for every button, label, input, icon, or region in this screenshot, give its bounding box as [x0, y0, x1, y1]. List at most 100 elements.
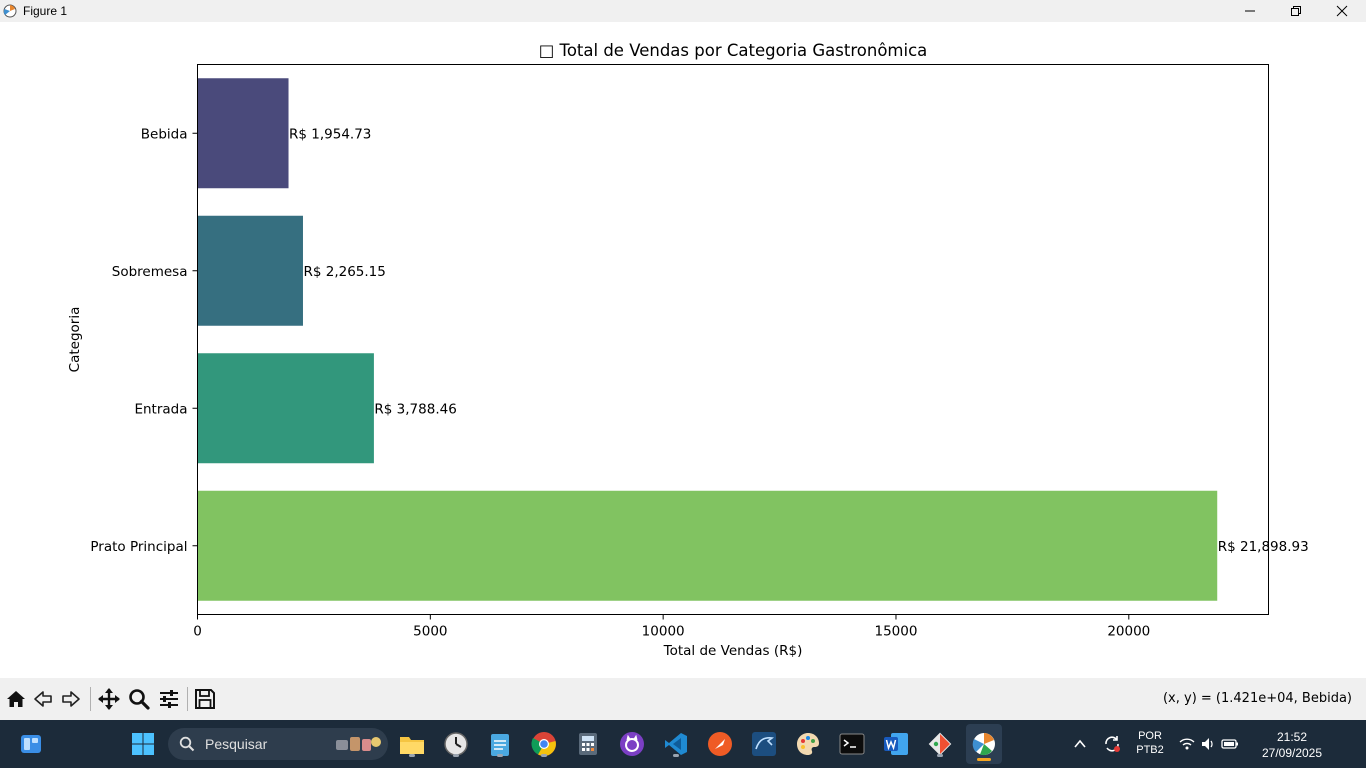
- start-button[interactable]: [127, 728, 159, 760]
- running-indicator: [453, 754, 459, 757]
- taskbar-clock-app[interactable]: [440, 728, 472, 760]
- maximize-button[interactable]: [1273, 0, 1319, 22]
- configure-subplots-button[interactable]: [156, 686, 182, 712]
- paint-palette-icon: [797, 733, 819, 755]
- taskbar: Pesquisar: [0, 720, 1366, 768]
- input-language[interactable]: POR PTB2: [1130, 730, 1170, 756]
- taskbar-postman[interactable]: [704, 728, 736, 760]
- taskbar-word[interactable]: [880, 728, 912, 760]
- active-indicator: [977, 758, 991, 761]
- bar: [197, 490, 1218, 601]
- axes-frame: [197, 64, 1269, 615]
- matplotlib-taskbar-icon: [972, 733, 995, 756]
- vscode-icon: [665, 733, 687, 755]
- pan-button[interactable]: [96, 686, 122, 712]
- close-icon: [1336, 5, 1348, 17]
- sync-icon: [1105, 736, 1120, 752]
- bar: [197, 353, 374, 464]
- x-tick-label: 10000: [642, 624, 685, 640]
- sync-tray-button[interactable]: [1096, 728, 1128, 760]
- bar-value-label: R$ 1,954.73: [289, 126, 371, 142]
- taskbar-terminal[interactable]: [836, 728, 868, 760]
- chrome-icon: [531, 732, 556, 757]
- word-icon: [884, 733, 908, 755]
- back-button[interactable]: [30, 686, 56, 712]
- chart-title: □ Total de Vendas por Categoria Gastronô…: [539, 41, 928, 60]
- running-indicator: [409, 754, 415, 757]
- x-axis-label: Total de Vendas (R$): [663, 643, 803, 659]
- taskbar-chrome[interactable]: [528, 728, 560, 760]
- running-indicator: [937, 754, 943, 757]
- taskbar-python-figure-active[interactable]: [966, 724, 1002, 764]
- windows-logo-icon: [132, 733, 154, 755]
- bar-value-label: R$ 3,788.46: [374, 401, 456, 417]
- taskbar-paint[interactable]: [792, 728, 824, 760]
- minimize-button[interactable]: [1227, 0, 1273, 22]
- mysql-workbench-icon: [752, 732, 776, 756]
- clock-date: 27/09/2025: [1261, 746, 1323, 760]
- chevron-up-icon: [1074, 739, 1086, 748]
- running-indicator: [673, 754, 679, 757]
- terminal-icon: [839, 733, 865, 755]
- taskbar-git-gui[interactable]: [924, 728, 956, 760]
- bar: [197, 78, 289, 189]
- matplotlib-app-icon: [3, 4, 17, 18]
- back-arrow-icon: [34, 691, 52, 707]
- x-tick-label: 15000: [875, 624, 918, 640]
- running-indicator: [497, 754, 503, 757]
- pan-icon: [98, 688, 120, 710]
- network-volume-battery-button[interactable]: [1176, 728, 1242, 760]
- widgets-icon: [21, 735, 41, 753]
- configure-subplots-icon: [160, 690, 178, 708]
- clock-area[interactable]: 21:52 27/09/2025: [1252, 730, 1332, 760]
- navigation-toolbar: (x, y) = (1.421e+04, Bebida): [0, 678, 1366, 720]
- postman-icon: [708, 732, 732, 756]
- widgets-button[interactable]: [15, 728, 47, 760]
- bar-value-label: R$ 21,898.93: [1218, 539, 1309, 555]
- github-icon: [620, 732, 644, 756]
- y-axis-label: Categoria: [67, 307, 83, 373]
- x-tick-label: 20000: [1107, 624, 1150, 640]
- bar-value-label: R$ 2,265.15: [303, 264, 385, 280]
- x-tick-label: 0: [193, 624, 202, 640]
- restore-icon: [1291, 6, 1301, 16]
- toolbar-separator: [187, 687, 188, 711]
- taskbar-github-desktop[interactable]: [616, 728, 648, 760]
- search-icon: [179, 736, 195, 752]
- toolbar-separator: [90, 687, 91, 711]
- taskbar-notepad[interactable]: [484, 728, 516, 760]
- y-tick-label: Prato Principal: [90, 539, 187, 555]
- calculator-icon: [579, 733, 597, 755]
- window-titlebar: Figure 1: [0, 0, 1366, 22]
- save-icon: [195, 689, 215, 709]
- figure-canvas[interactable]: R$ 21,898.93 Prato Principal R$ 3,788.46 En…: [0, 22, 1366, 678]
- home-icon: [7, 691, 25, 707]
- y-tick-label: Entrada: [134, 401, 187, 417]
- git-icon: [928, 732, 952, 756]
- save-button[interactable]: [192, 686, 218, 712]
- show-hidden-icons-button[interactable]: [1064, 728, 1096, 760]
- taskbar-search[interactable]: Pesquisar: [168, 728, 388, 760]
- zoom-button[interactable]: [126, 686, 152, 712]
- window-title: Figure 1: [23, 4, 68, 18]
- system-tray-icons: [1179, 738, 1238, 750]
- search-highlight-icon: [336, 737, 381, 751]
- taskbar-mysql-workbench[interactable]: [748, 728, 780, 760]
- y-tick-label: Sobremesa: [112, 264, 188, 280]
- taskbar-file-explorer[interactable]: [396, 728, 428, 760]
- zoom-icon: [129, 689, 150, 710]
- clock-time: 21:52: [1276, 730, 1308, 744]
- close-button[interactable]: [1319, 0, 1365, 22]
- bar-chart: R$ 21,898.93 Prato Principal R$ 3,788.46 En…: [67, 41, 1309, 659]
- forward-arrow-icon: [62, 691, 80, 707]
- bar: [197, 215, 303, 326]
- running-indicator: [541, 754, 547, 757]
- taskbar-calculator[interactable]: [572, 728, 604, 760]
- taskbar-vscode[interactable]: [660, 728, 692, 760]
- home-button[interactable]: [3, 686, 29, 712]
- folder-icon: [400, 737, 424, 754]
- minimize-icon: [1245, 10, 1255, 12]
- language-code: POR: [1138, 730, 1162, 742]
- y-tick-label: Bebida: [141, 126, 188, 142]
- forward-button[interactable]: [58, 686, 84, 712]
